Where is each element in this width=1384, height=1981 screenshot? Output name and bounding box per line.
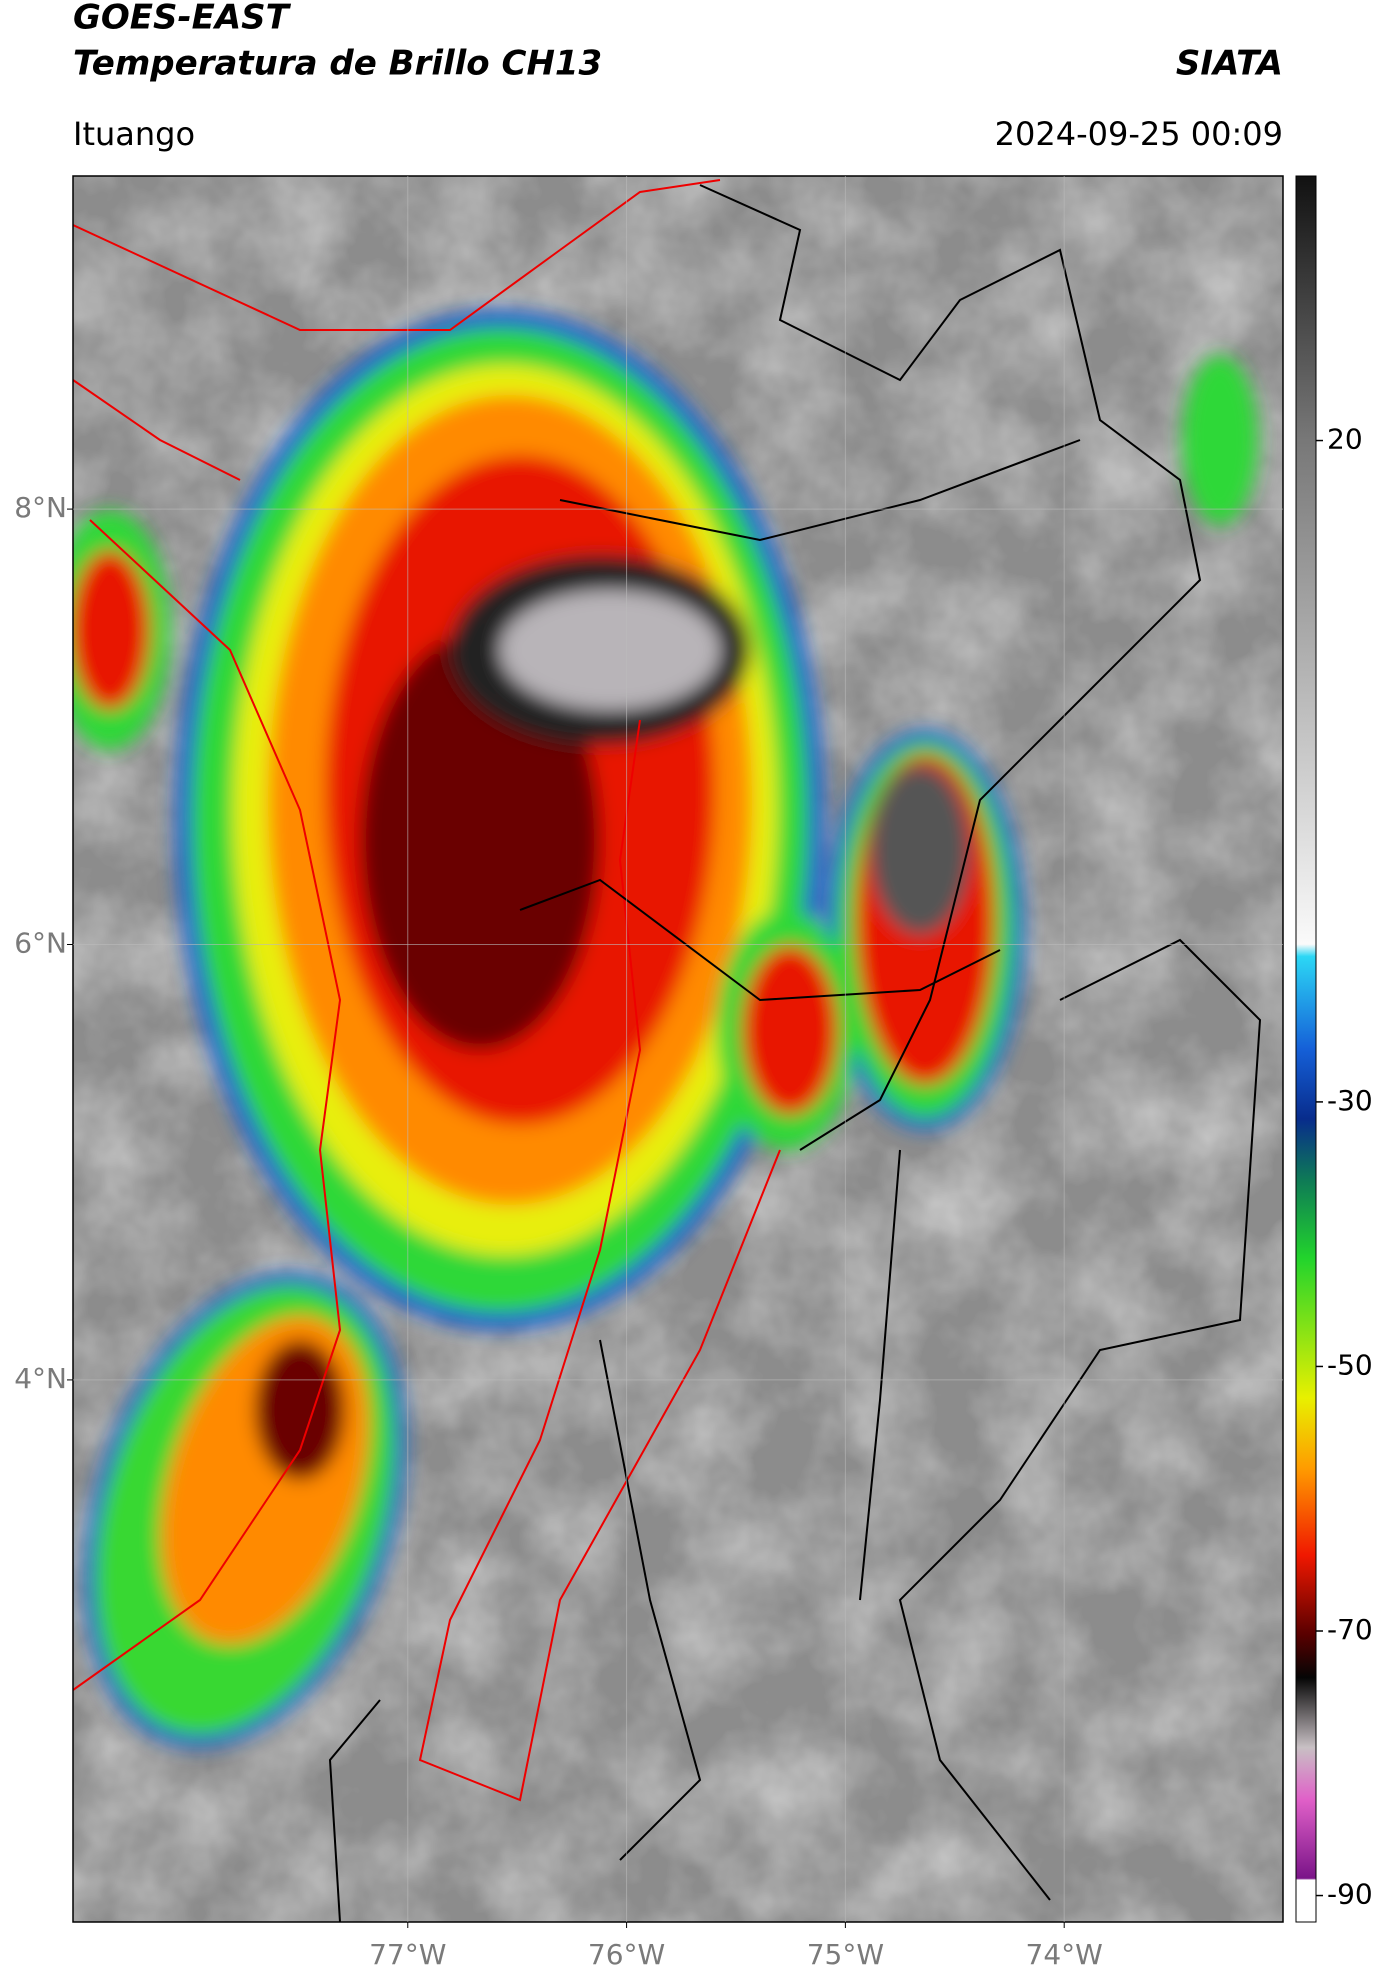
datetime: 2024-09-25 00:09 [995, 115, 1283, 153]
location: Ituango [73, 115, 195, 153]
x-tick-label: 76°W [588, 1938, 665, 1971]
colorbar [1295, 175, 1317, 1923]
brand: SIATA [1176, 44, 1283, 84]
colorbar-label: 20 [1327, 423, 1363, 456]
colorbar-label: -90 [1327, 1878, 1373, 1911]
title: GOES-EAST [73, 0, 292, 38]
satellite-image [73, 176, 1283, 1922]
x-tick-label: 74°W [1026, 1938, 1103, 1971]
y-tick-label: 4°N [14, 1362, 67, 1395]
colorbar-label: -50 [1327, 1348, 1373, 1381]
colorbar-label: -30 [1327, 1084, 1373, 1117]
y-tick-label: 8°N [14, 491, 67, 524]
colorbar-label: -70 [1327, 1613, 1373, 1646]
x-tick-label: 77°W [369, 1938, 446, 1971]
subtitle: Temperatura de Brillo CH13 [73, 44, 602, 84]
y-tick-label: 6°N [14, 927, 67, 960]
map-frame [72, 175, 1284, 1923]
x-tick-label: 75°W [807, 1938, 884, 1971]
